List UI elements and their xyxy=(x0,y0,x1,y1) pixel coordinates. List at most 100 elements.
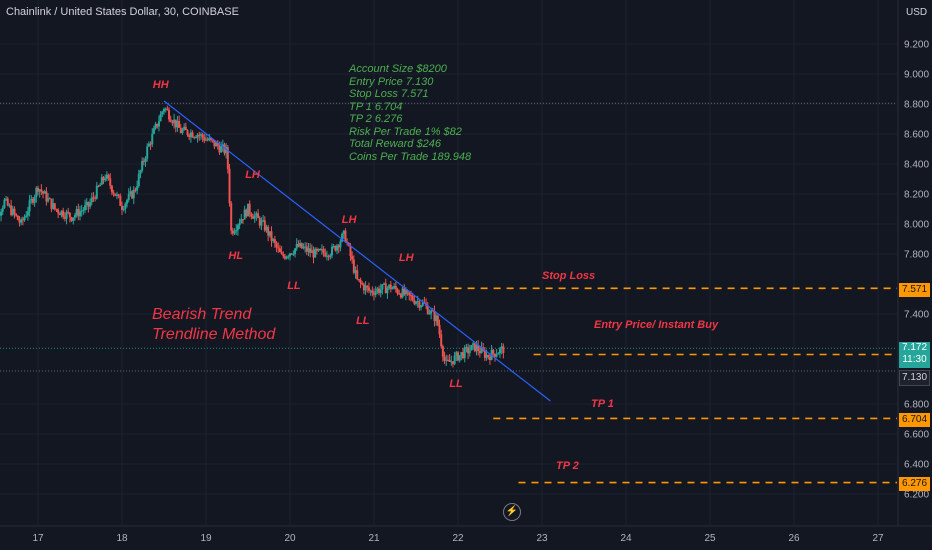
candle-body xyxy=(104,178,107,181)
candle-body xyxy=(324,252,327,257)
y-tick-label: 6.200 xyxy=(904,490,929,501)
candle-body xyxy=(499,348,501,354)
candle-body xyxy=(68,212,71,218)
trendline[interactable] xyxy=(163,100,551,402)
wave-label-ll[interactable]: LL xyxy=(449,377,463,390)
candle-body xyxy=(115,194,118,196)
candle-body xyxy=(169,119,172,122)
candle-body xyxy=(183,126,186,130)
candle-body xyxy=(163,109,165,112)
candle-body xyxy=(336,245,339,251)
candle-body xyxy=(23,217,26,221)
wave-label-ll[interactable]: LL xyxy=(287,280,301,292)
candle-body xyxy=(134,189,137,191)
stop-price-tag: 7.571 xyxy=(899,283,930,297)
candle-body xyxy=(415,302,417,304)
candle-body xyxy=(480,347,483,354)
note-line: Account Size $8200 xyxy=(349,63,447,75)
candle-body xyxy=(357,279,360,281)
candle-body xyxy=(198,134,201,136)
candle-body xyxy=(122,208,125,210)
candle-body xyxy=(0,211,3,216)
candle-body xyxy=(430,310,433,314)
candle-body xyxy=(492,349,495,354)
wave-label-lh[interactable]: LH xyxy=(341,214,357,226)
entry-label[interactable]: Entry Price/ Instant Buy xyxy=(594,319,719,331)
candle-body xyxy=(5,198,8,200)
candle-body xyxy=(364,285,367,291)
candle-body xyxy=(292,253,295,255)
wave-label-lh[interactable]: LH xyxy=(245,169,260,181)
candle-body xyxy=(95,185,98,199)
x-axis[interactable]: 17 18 19 20 21 22 23 24 25 26 27 xyxy=(0,525,932,544)
candle-body xyxy=(325,255,328,257)
candle-body xyxy=(280,252,283,254)
wave-label-ll[interactable]: LL xyxy=(356,314,370,327)
candle-body xyxy=(495,354,498,357)
candle-body xyxy=(87,201,90,207)
candle-body xyxy=(149,143,152,145)
candle-body xyxy=(194,137,197,139)
candle-body xyxy=(294,248,297,254)
candle-body xyxy=(171,121,174,124)
candle-body xyxy=(235,229,238,232)
candle-body xyxy=(470,345,473,351)
candle-body xyxy=(63,216,66,219)
tp1-label[interactable]: TP 1 xyxy=(591,398,614,410)
candle-body xyxy=(124,203,127,209)
y-axis[interactable]: 9.200 9.000 8.800 8.600 8.400 8.200 8.000 7.800… xyxy=(897,0,929,525)
candle-body xyxy=(438,324,441,335)
candle-body xyxy=(225,147,228,154)
candle-body xyxy=(304,246,307,248)
candle-body xyxy=(203,137,206,141)
trade-setup-note[interactable]: Account Size $8200 Entry Price 7.130 Sto… xyxy=(349,63,471,163)
wave-label-hl[interactable]: HL xyxy=(228,250,244,262)
candle-body xyxy=(453,355,456,365)
level-lines[interactable] xyxy=(428,287,897,484)
method-note[interactable]: Bearish Trend Trendline Method xyxy=(152,305,275,345)
candle-body xyxy=(277,247,280,249)
candle-body xyxy=(92,197,95,199)
lightning-icon[interactable]: ⚡ xyxy=(503,503,521,521)
candle-body xyxy=(297,243,300,247)
candle-body xyxy=(245,209,248,217)
candle-body xyxy=(144,158,147,162)
currency-label[interactable]: USD xyxy=(906,7,928,18)
candle-body xyxy=(420,305,423,308)
candle-body xyxy=(367,287,370,291)
candle-body xyxy=(30,198,33,201)
candle-body xyxy=(388,284,391,289)
candle-body xyxy=(463,347,466,359)
candle-body xyxy=(48,198,51,200)
candle-body xyxy=(230,203,233,231)
candle-body xyxy=(290,253,293,255)
candle-body xyxy=(287,256,290,258)
candle-body xyxy=(196,134,199,138)
candle-body xyxy=(270,231,273,241)
method-line-2: Trendline Method xyxy=(152,326,276,343)
x-tick-label: 23 xyxy=(536,533,548,544)
x-tick-label: 25 xyxy=(704,533,716,544)
candle-body xyxy=(468,350,471,354)
candle-body xyxy=(267,226,270,236)
y-tick-label: 8.600 xyxy=(904,130,929,141)
candle-body xyxy=(26,211,29,216)
candle-body xyxy=(478,350,481,354)
candle-body xyxy=(201,134,204,138)
wave-label-lh[interactable]: LH xyxy=(398,251,414,264)
wave-label-hh[interactable]: HH xyxy=(152,79,169,91)
candle-body xyxy=(289,253,291,257)
candle-body xyxy=(278,248,281,253)
candle-body xyxy=(483,350,486,358)
candle-body xyxy=(282,253,285,257)
horizontal-lines xyxy=(0,102,897,372)
stop-loss-label[interactable]: Stop Loss xyxy=(542,270,596,282)
x-tick-label: 18 xyxy=(116,533,128,544)
candle-body xyxy=(228,168,231,204)
candle-body xyxy=(283,256,286,259)
candle-body xyxy=(11,208,14,215)
tp2-label[interactable]: TP 2 xyxy=(556,460,579,472)
grid xyxy=(0,0,897,525)
candle-body xyxy=(314,248,317,258)
